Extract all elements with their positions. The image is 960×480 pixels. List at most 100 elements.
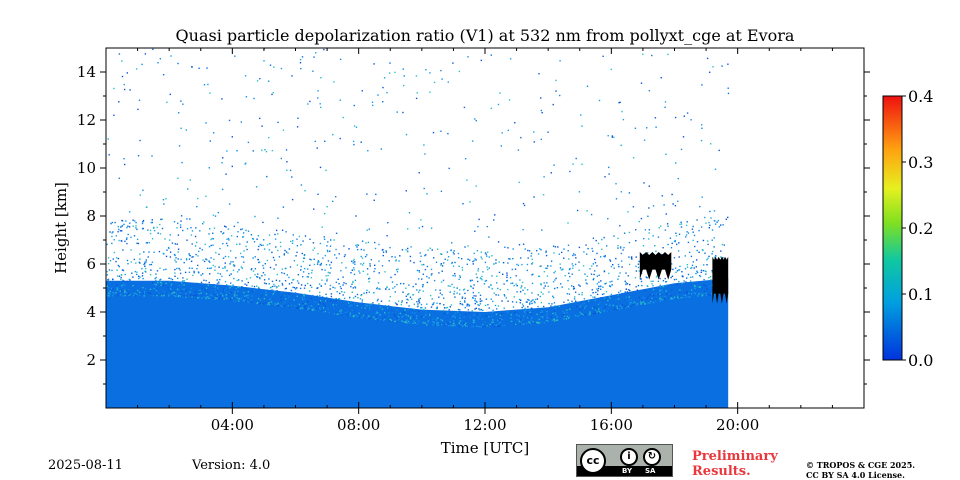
noise-pixel — [545, 267, 547, 269]
noise-pixel — [415, 283, 417, 285]
x-tick-label: 12:00 — [463, 416, 506, 434]
noise-pixel — [224, 225, 226, 227]
noise-pixel — [555, 307, 557, 310]
noise-pixel — [218, 298, 220, 300]
noise-pixel — [133, 235, 136, 237]
noise-pixel — [405, 295, 407, 297]
noise-pixel — [473, 321, 475, 324]
noise-pixel — [679, 291, 681, 293]
noise-pixel — [521, 263, 523, 266]
noise-pixel — [545, 321, 547, 323]
noise-pixel — [304, 284, 306, 287]
noise-pixel — [598, 310, 600, 312]
noise-pixel — [542, 322, 544, 324]
noise-pixel — [247, 291, 249, 293]
noise-pixel — [185, 259, 188, 261]
noise-pixel — [596, 293, 599, 296]
noise-pixel — [277, 302, 279, 305]
noise-pixel — [300, 67, 302, 70]
noise-pixel — [593, 277, 595, 280]
noise-pixel — [499, 322, 502, 324]
noise-pixel — [492, 319, 494, 321]
noise-pixel — [691, 264, 694, 267]
noise-pixel — [476, 301, 478, 303]
noise-pixel — [220, 231, 222, 233]
noise-pixel — [296, 238, 298, 240]
noise-pixel — [289, 169, 292, 172]
noise-pixel — [128, 294, 130, 296]
noise-pixel — [680, 291, 682, 293]
noise-pixel — [621, 266, 623, 268]
cc-logo-icon: cc — [580, 448, 606, 474]
noise-pixel — [435, 322, 438, 325]
noise-pixel — [720, 224, 722, 226]
noise-pixel — [635, 265, 637, 268]
noise-pixel — [452, 315, 454, 317]
noise-pixel — [174, 259, 176, 261]
noise-pixel — [615, 257, 617, 260]
noise-pixel — [531, 302, 533, 305]
noise-pixel — [242, 236, 244, 238]
noise-pixel — [505, 297, 507, 299]
noise-pixel — [438, 296, 440, 298]
noise-pixel — [134, 220, 136, 222]
noise-pixel — [366, 305, 368, 307]
noise-pixel — [254, 302, 256, 304]
noise-pixel — [407, 315, 409, 317]
noise-pixel — [315, 296, 317, 299]
noise-pixel — [617, 247, 619, 249]
noise-pixel — [592, 263, 594, 265]
noise-pixel — [603, 255, 605, 258]
cc-license-badge: cc i ↻ BY SA — [576, 444, 673, 477]
noise-pixel — [363, 292, 365, 294]
noise-pixel — [374, 268, 376, 270]
noise-pixel — [405, 133, 408, 136]
noise-pixel — [662, 280, 665, 282]
noise-pixel — [700, 269, 703, 271]
noise-pixel — [276, 273, 278, 276]
noise-pixel — [362, 316, 364, 318]
noise-pixel — [266, 244, 269, 246]
noise-pixel — [183, 261, 185, 264]
noise-pixel — [397, 268, 399, 270]
noise-pixel — [524, 248, 526, 250]
noise-pixel — [288, 248, 291, 250]
noise-pixel — [591, 307, 594, 309]
noise-pixel — [468, 304, 471, 306]
noise-pixel — [291, 282, 293, 284]
noise-pixel — [333, 81, 335, 83]
noise-pixel — [685, 224, 688, 227]
noise-pixel — [722, 224, 724, 226]
noise-pixel — [698, 251, 700, 253]
noise-pixel — [506, 279, 508, 282]
noise-pixel — [352, 140, 355, 143]
noise-pixel — [509, 258, 511, 260]
noise-pixel — [349, 305, 351, 307]
noise-pixel — [219, 278, 221, 281]
noise-pixel — [136, 68, 138, 70]
noise-pixel — [630, 256, 633, 258]
noise-pixel — [174, 254, 176, 257]
noise-pixel — [139, 291, 141, 294]
noise-pixel — [322, 307, 325, 309]
noise-pixel — [447, 324, 450, 327]
noise-pixel — [421, 307, 423, 309]
noise-pixel — [267, 302, 269, 305]
noise-pixel — [189, 179, 191, 181]
noise-pixel — [605, 291, 608, 293]
noise-pixel — [226, 242, 228, 245]
noise-pixel — [674, 297, 677, 299]
noise-pixel — [418, 300, 420, 303]
noise-pixel — [358, 316, 361, 319]
noise-pixel — [678, 292, 680, 295]
noise-pixel — [440, 263, 442, 265]
noise-pixel — [647, 295, 649, 298]
noise-pixel — [304, 306, 306, 308]
noise-pixel — [674, 205, 677, 207]
noise-pixel — [211, 298, 213, 300]
noise-pixel — [604, 255, 606, 257]
noise-pixel — [206, 67, 208, 69]
noise-pixel — [501, 300, 503, 302]
noise-pixel — [388, 312, 390, 314]
noise-pixel — [330, 300, 332, 302]
